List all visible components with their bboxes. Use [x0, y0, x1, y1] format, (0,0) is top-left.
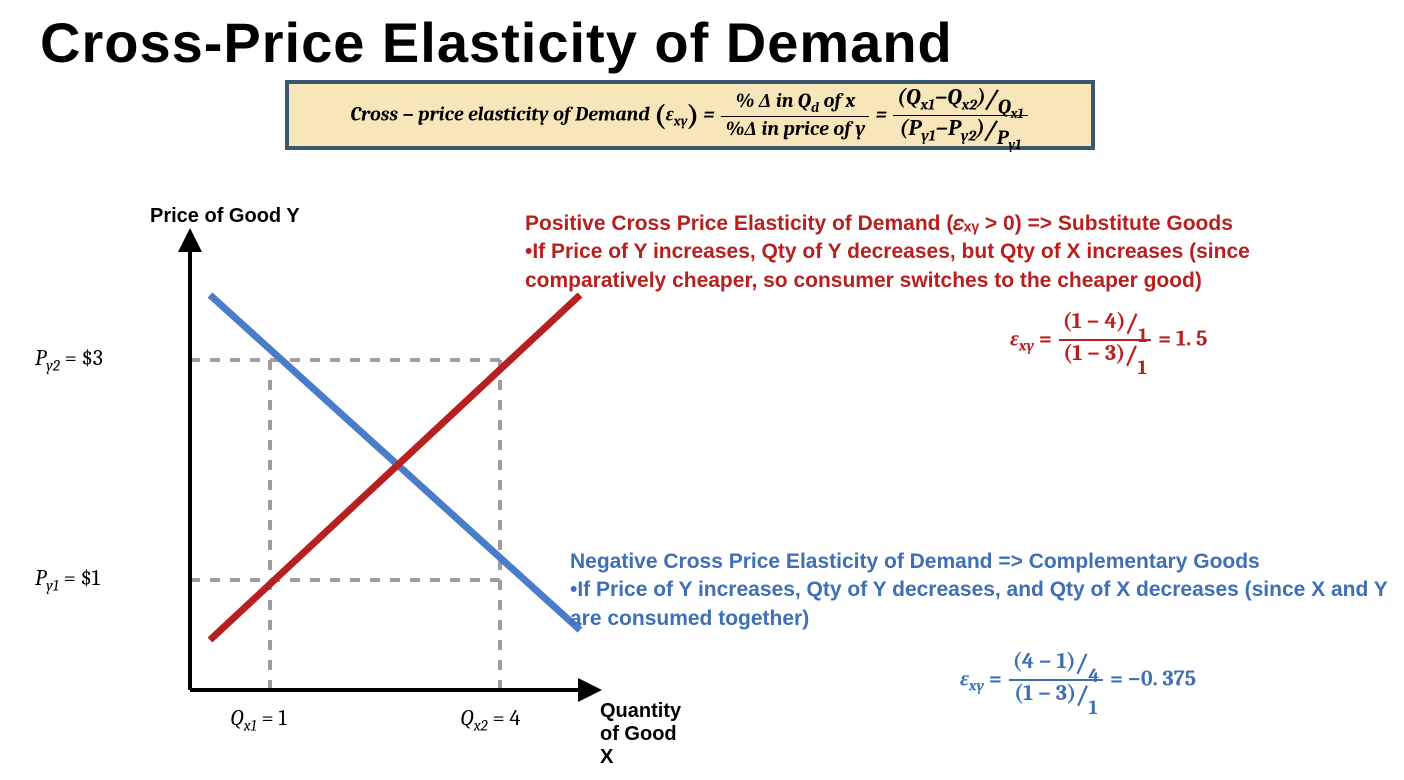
formula-mid-den: %Δ in price of y: [721, 117, 869, 140]
negative-calc-frac: (4 − 1)∕4 (1 − 3)∕1: [1009, 650, 1103, 710]
negative-calc: εxy = (4 − 1)∕4 (1 − 3)∕1 = −0. 375: [960, 650, 1196, 710]
formula-paren-open: (: [654, 99, 665, 131]
negative-description: Negative Cross Price Elasticity of Deman…: [570, 548, 1390, 633]
positive-heading: Positive Cross Price Elasticity of Deman…: [525, 210, 1395, 238]
formula-rhs-den: (Py1−Py2)∕Py1: [893, 116, 1027, 145]
formula-lhs: Cross − price elasticity of Demand: [350, 102, 649, 125]
page-title: Cross-Price Elasticity of Demand: [40, 10, 953, 75]
formula-mid-num: % Δ in Qd of x: [721, 90, 869, 117]
formula-text: Cross − price elasticity of Demand (εxy)…: [350, 86, 1029, 145]
formula-box: Cross − price elasticity of Demand (εxy)…: [285, 80, 1095, 150]
formula-paren-close: ): [687, 99, 698, 131]
formula-rhs-num: (Qx1−Qx2)∕Qx1: [893, 86, 1027, 116]
rhs-num-slashfrac: (Qx1−Qx2)∕Qx1: [897, 86, 1023, 114]
positive-description: Positive Cross Price Elasticity of Deman…: [525, 210, 1395, 295]
neg-num-sf: (4 − 1)∕4: [1013, 650, 1099, 678]
positive-bullet: •If Price of Y increases, Qty of Y decre…: [525, 238, 1395, 295]
eps-sub: xy: [674, 112, 688, 129]
positive-result: 1. 5: [1176, 325, 1207, 351]
positive-calc-frac: (1 − 4)∕1 (1 − 3)∕1: [1059, 310, 1152, 370]
negative-result: −0. 375: [1128, 665, 1196, 691]
rhs-den-slashfrac: (Py1−Py2)∕Py1: [900, 117, 1021, 145]
neg-den-sf: (1 − 3)∕1: [1014, 682, 1098, 710]
formula-frac-mid: % Δ in Qd of x %Δ in price of y: [721, 90, 869, 140]
eps-red: ε: [1010, 325, 1019, 351]
negative-bullet: •If Price of Y increases, Qty of Y decre…: [570, 576, 1390, 633]
positive-calc: εxy = (1 − 4)∕1 (1 − 3)∕1 = 1. 5: [1010, 310, 1207, 370]
eps-symbol: ε: [666, 102, 674, 125]
pos-num-sf: (1 − 4)∕1: [1063, 310, 1148, 338]
eps-blue: ε: [960, 665, 969, 691]
formula-frac-rhs: (Qx1−Qx2)∕Qx1 (Py1−Py2)∕Py1: [893, 86, 1027, 145]
pos-den-sf: (1 − 3)∕1: [1063, 342, 1147, 370]
negative-heading: Negative Cross Price Elasticity of Deman…: [570, 548, 1390, 576]
